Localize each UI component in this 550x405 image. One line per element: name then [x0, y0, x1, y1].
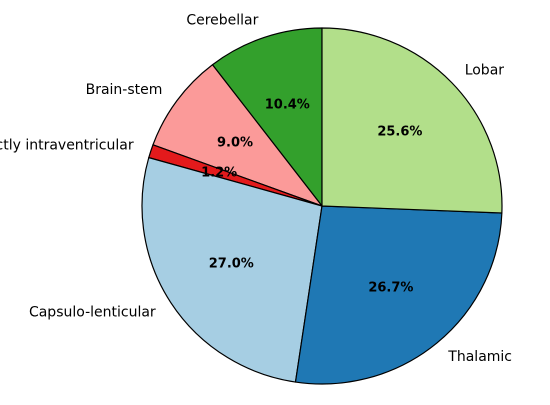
- pie-slice-thalamic: [294, 205, 503, 385]
- category-label-cerebellar: Cerebellar: [186, 13, 258, 29]
- pie-labels: Cerebellar 10.4% Brain-stem 9.0% Strictly in…: [0, 13, 512, 365]
- category-label-strictly-intraventricular: Strictly intraventricular: [0, 138, 134, 154]
- value-label-thalamic: 26.7%: [368, 281, 413, 296]
- pie-slices: [141, 27, 503, 385]
- value-label-cerebellar: 10.4%: [265, 97, 310, 112]
- pie-slice-brain-stem: [152, 64, 323, 207]
- category-label-capsulo-lenticular: Capsulo-lenticular: [29, 304, 156, 320]
- category-label-lobar: Lobar: [465, 62, 505, 78]
- pie-slice-lobar: [321, 27, 503, 214]
- value-label-brain-stem: 9.0%: [217, 135, 253, 150]
- value-label-strictly-intraventricular: 1.2%: [201, 166, 237, 181]
- category-label-thalamic: Thalamic: [447, 349, 512, 365]
- category-label-brain-stem: Brain-stem: [86, 82, 163, 98]
- pie-slice-cerebellar: [211, 27, 323, 207]
- value-label-capsulo-lenticular: 27.0%: [209, 257, 254, 272]
- pie-slice-capsulo-lenticular: [141, 157, 323, 383]
- value-label-lobar: 25.6%: [377, 125, 422, 140]
